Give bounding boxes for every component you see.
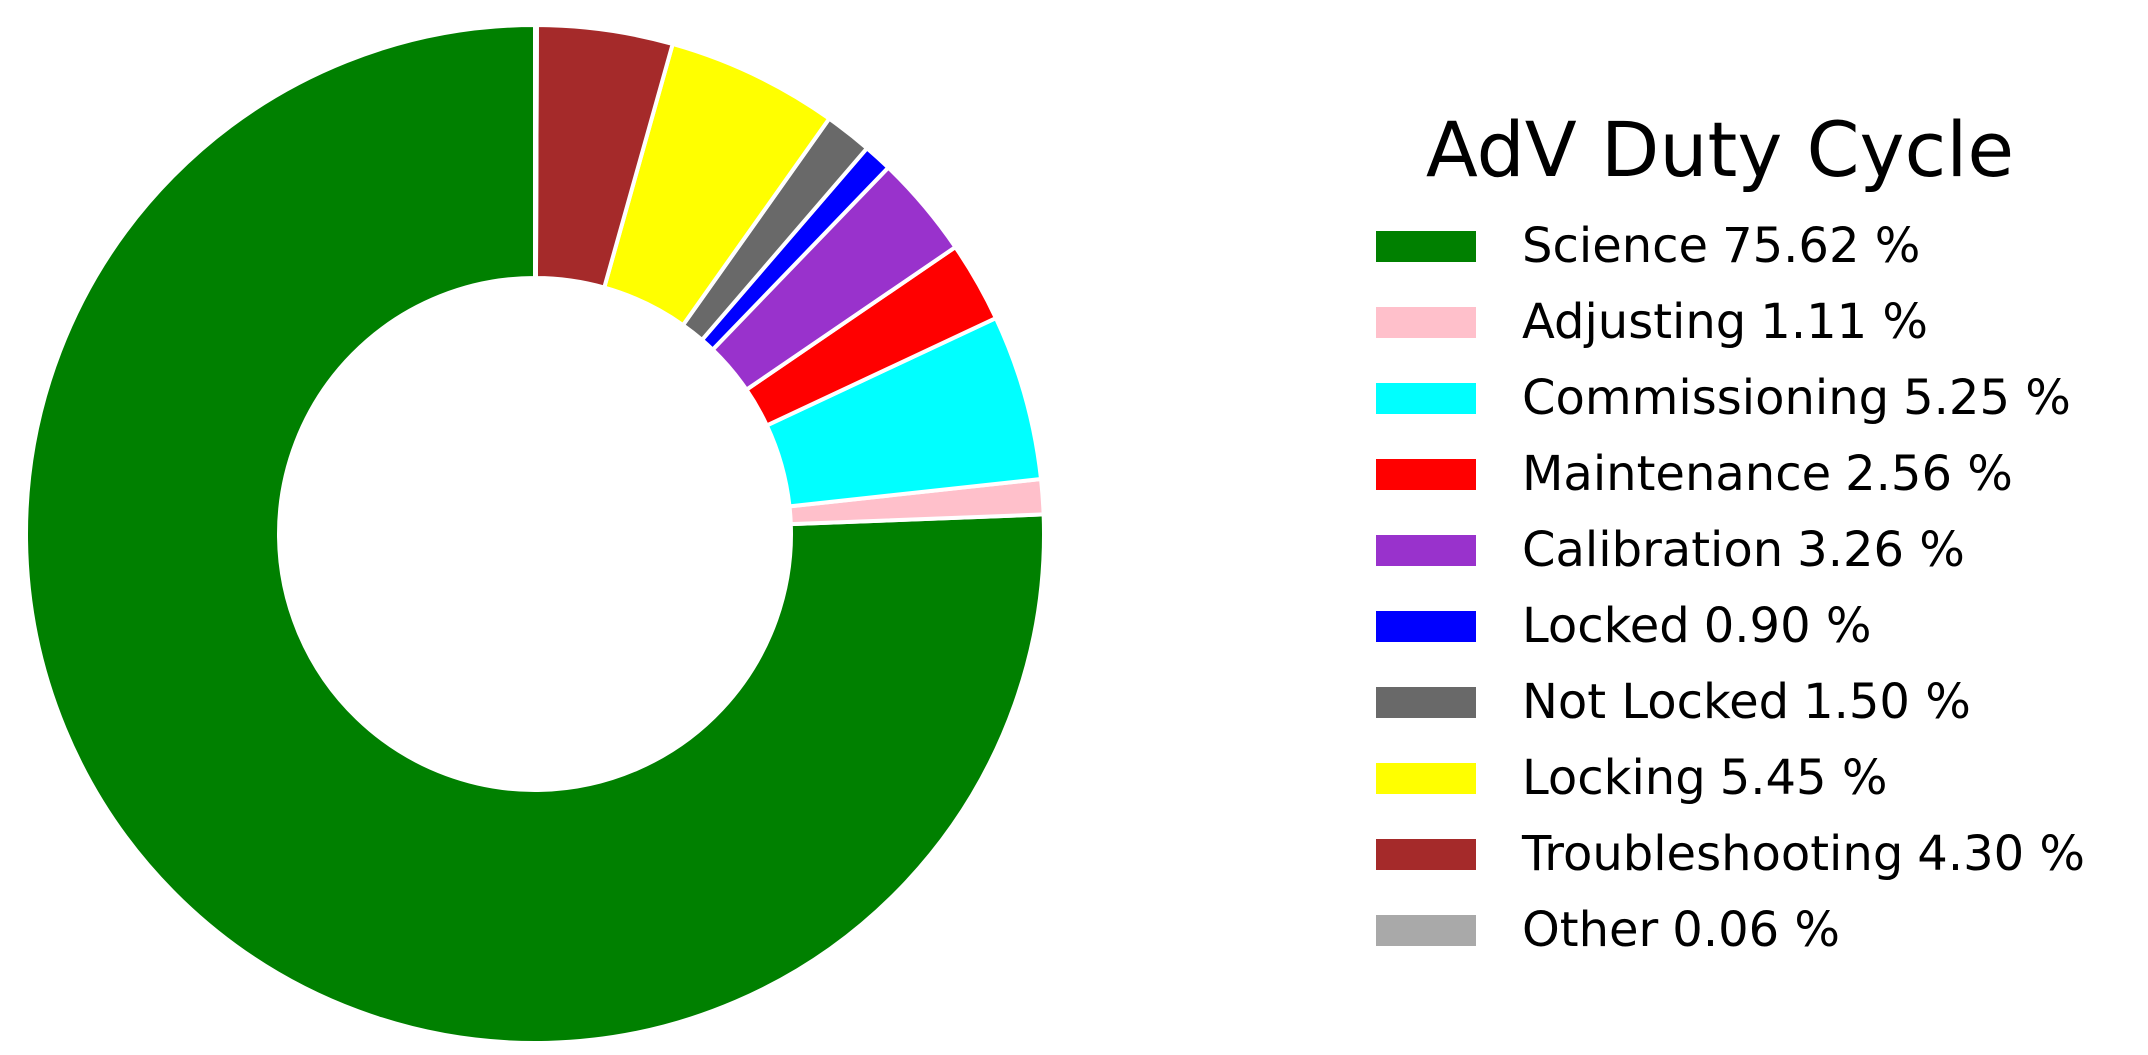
- legend-label-name: Maintenance: [1522, 446, 1832, 502]
- legend-swatch: [1376, 762, 1476, 794]
- legend-label: Locking 5.45 %: [1522, 750, 1887, 806]
- legend-label-value: 0.90 %: [1703, 598, 1872, 654]
- legend-label-name: Science: [1522, 218, 1709, 274]
- legend-swatch: [1376, 686, 1476, 718]
- legend-label-value: 5.45 %: [1719, 750, 1888, 806]
- slice-science: [24, 23, 1046, 1045]
- legend-label-value: 75.62 %: [1722, 218, 1921, 274]
- legend-item-locked: Locked 0.90 %: [1370, 588, 2130, 664]
- legend-label-name: Not Locked: [1522, 674, 1790, 730]
- legend-items: Science 75.62 % Adjusting 1.11 % Commissioni…: [1370, 208, 2130, 968]
- legend-item-calibration: Calibration 3.26 %: [1370, 512, 2130, 588]
- legend-item-locking: Locking 5.45 %: [1370, 740, 2130, 816]
- legend-label-name: Troubleshooting: [1522, 826, 1904, 882]
- legend-swatch: [1376, 610, 1476, 642]
- legend-label-value: 1.50 %: [1803, 674, 1971, 730]
- legend-label-name: Locking: [1522, 750, 1706, 806]
- legend-item-not-locked: Not Locked 1.50 %: [1370, 664, 2130, 740]
- legend-swatch: [1376, 230, 1476, 262]
- legend-label-value: 0.06 %: [1672, 902, 1841, 958]
- legend-swatch: [1376, 458, 1476, 490]
- legend-label-value: 5.25 %: [1903, 370, 2071, 426]
- legend-label-value: 3.26 %: [1797, 522, 1965, 578]
- legend-label: Maintenance 2.56 %: [1522, 446, 2013, 502]
- legend-label-value: 2.56 %: [1845, 446, 2013, 502]
- legend-label: Commissioning 5.25 %: [1522, 370, 2071, 426]
- legend-label-name: Calibration: [1522, 522, 1784, 578]
- legend-label: Troubleshooting 4.30 %: [1522, 826, 2085, 882]
- legend-title: AdV Duty Cycle: [1425, 105, 2015, 194]
- legend-label-name: Locked: [1522, 598, 1690, 654]
- legend-label: Other 0.06 %: [1522, 902, 1840, 958]
- legend-label-name: Other: [1522, 902, 1659, 958]
- legend-label: Locked 0.90 %: [1522, 598, 1872, 654]
- legend-label-value: 4.30 %: [1917, 826, 2086, 882]
- legend-swatch: [1376, 382, 1476, 414]
- donut-slices: [24, 22, 1046, 1045]
- legend-item-commissioning: Commissioning 5.25 %: [1370, 360, 2130, 436]
- legend-item-maintenance: Maintenance 2.56 %: [1370, 436, 2130, 512]
- legend-label: Not Locked 1.50 %: [1522, 674, 1971, 730]
- legend: AdV Duty Cycle Science 75.62 % Adjusting 1.…: [1370, 100, 2130, 968]
- legend-swatch: [1376, 306, 1476, 338]
- legend-swatch: [1376, 534, 1476, 566]
- legend-swatch: [1376, 914, 1476, 946]
- donut-chart: [24, 22, 1046, 1045]
- legend-label-value: 1.11 %: [1760, 294, 1929, 350]
- legend-item-science: Science 75.62 %: [1370, 208, 2130, 284]
- legend-label-name: Commissioning: [1522, 370, 1890, 426]
- legend-label: Science 75.62 %: [1522, 218, 1920, 274]
- legend-item-troubleshooting: Troubleshooting 4.30 %: [1370, 816, 2130, 892]
- legend-swatch: [1376, 838, 1476, 870]
- legend-item-other: Other 0.06 %: [1370, 892, 2130, 968]
- slice-other: [533, 22, 539, 281]
- legend-item-adjusting: Adjusting 1.11 %: [1370, 284, 2130, 360]
- legend-label: Calibration 3.26 %: [1522, 522, 1965, 578]
- legend-label: Adjusting 1.11 %: [1522, 294, 1928, 350]
- legend-label-name: Adjusting: [1522, 294, 1747, 350]
